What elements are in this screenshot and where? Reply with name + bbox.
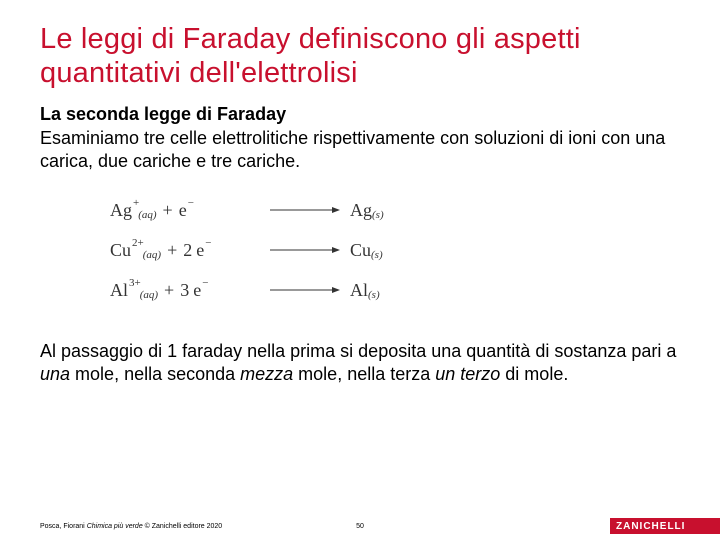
plus-sign: + xyxy=(164,280,174,301)
result-paragraph: Al passaggio di 1 faraday nella prima si… xyxy=(40,340,680,385)
text-run: Al passaggio di 1 faraday nella prima si… xyxy=(40,341,676,361)
plus-sign: + xyxy=(163,200,173,221)
electron-charge: − xyxy=(188,197,194,209)
charge-superscript: 2+ xyxy=(132,237,144,249)
phase-subscript: (aq) xyxy=(140,289,158,301)
arrow-icon xyxy=(260,286,350,294)
coefficient: 3 xyxy=(180,280,189,301)
element-symbol: Cu xyxy=(350,240,371,261)
electron: e xyxy=(179,200,187,221)
equation-rhs: Ag(s) xyxy=(350,200,384,221)
element-symbol: Cu xyxy=(110,240,131,261)
equation-lhs: Al3+(aq) + 3e− xyxy=(110,280,260,301)
equation-row: Al3+(aq) + 3e− Al(s) xyxy=(110,270,680,310)
electron: e xyxy=(196,240,204,261)
text-run: mole, nella terza xyxy=(293,364,435,384)
emphasis: una xyxy=(40,364,70,384)
phase-subscript: (s) xyxy=(372,209,384,221)
credit-publisher: © Zanichelli editore 2020 xyxy=(143,523,222,530)
credit-authors: Posca, Fiorani xyxy=(40,523,87,530)
electron-charge: − xyxy=(205,237,211,249)
equation-lhs: Cu2+(aq) + 2e− xyxy=(110,240,260,261)
equation-block: Ag+(aq) + e− Ag(s) Cu2+(aq) + 2e− Cu(s) … xyxy=(110,190,680,310)
slide: Le leggi di Faraday definiscono gli aspe… xyxy=(0,0,720,540)
element-symbol: Ag xyxy=(110,200,132,221)
text-run: mole, nella seconda xyxy=(70,364,240,384)
phase-subscript: (aq) xyxy=(143,249,161,261)
equation-row: Cu2+(aq) + 2e− Cu(s) xyxy=(110,230,680,270)
page-number: 50 xyxy=(356,523,364,530)
emphasis: mezza xyxy=(240,364,293,384)
equation-lhs: Ag+(aq) + e− xyxy=(110,200,260,221)
equation-rhs: Al(s) xyxy=(350,280,380,301)
arrow-icon xyxy=(260,206,350,214)
phase-subscript: (aq) xyxy=(138,209,156,221)
phase-subscript: (s) xyxy=(371,249,383,261)
element-symbol: Al xyxy=(350,280,368,301)
equation-rhs: Cu(s) xyxy=(350,240,383,261)
phase-subscript: (s) xyxy=(368,289,380,301)
electron: e xyxy=(193,280,201,301)
element-symbol: Ag xyxy=(350,200,372,221)
footer-credit: Posca, Fiorani Chimica più verde © Zanic… xyxy=(40,523,222,530)
text-run: di mole. xyxy=(500,364,568,384)
logo-text: ZANICHELLI xyxy=(616,521,685,532)
emphasis: un terzo xyxy=(435,364,500,384)
publisher-logo: ZANICHELLI xyxy=(610,518,720,534)
plus-sign: + xyxy=(167,240,177,261)
slide-title: Le leggi di Faraday definiscono gli aspe… xyxy=(40,22,680,90)
subtitle: La seconda legge di Faraday xyxy=(40,104,680,125)
arrow-icon xyxy=(260,246,350,254)
coefficient: 2 xyxy=(183,240,192,261)
credit-title: Chimica più verde xyxy=(87,523,143,530)
intro-paragraph: Esaminiamo tre celle elettrolitiche risp… xyxy=(40,127,680,172)
equation-row: Ag+(aq) + e− Ag(s) xyxy=(110,190,680,230)
charge-superscript: + xyxy=(133,197,139,209)
charge-superscript: 3+ xyxy=(129,277,141,289)
element-symbol: Al xyxy=(110,280,128,301)
electron-charge: − xyxy=(202,277,208,289)
